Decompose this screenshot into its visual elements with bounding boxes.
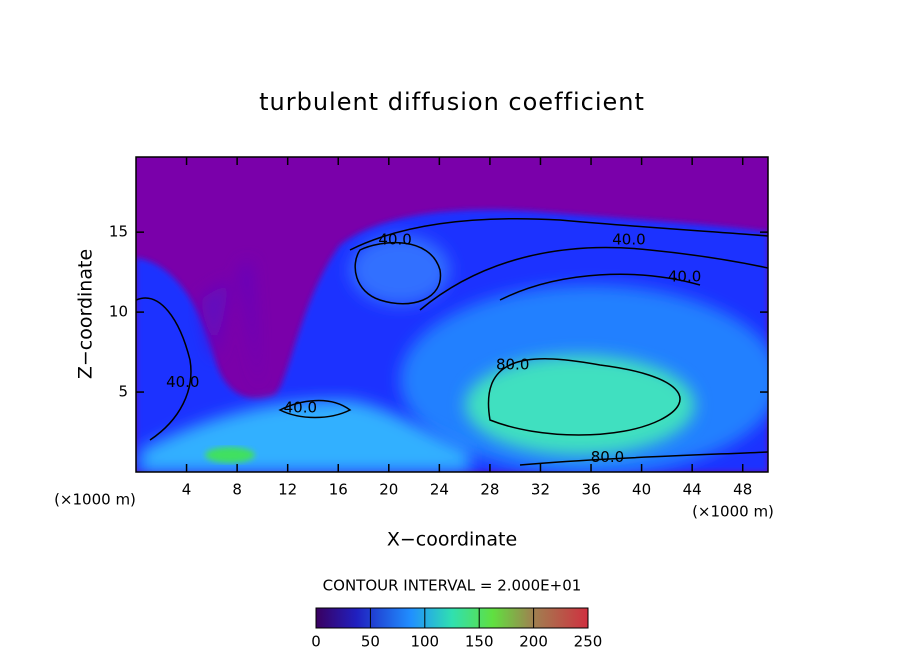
x-tick-label: 28 bbox=[480, 481, 499, 499]
colorbar-tick-label: 200 bbox=[519, 633, 548, 651]
contour-label: 40.0 bbox=[668, 267, 701, 285]
chart-title: turbulent diffusion coefficient bbox=[259, 88, 645, 116]
x-tick-label: 48 bbox=[733, 481, 752, 499]
field bbox=[136, 157, 768, 472]
contour-label: 40.0 bbox=[284, 399, 317, 417]
x-axis-label: X−coordinate bbox=[387, 529, 517, 551]
x-tick-label: 8 bbox=[232, 481, 242, 499]
y-tick-label: 5 bbox=[118, 383, 128, 401]
colorbar bbox=[315, 607, 589, 629]
colorbar-tick-label: 50 bbox=[361, 633, 380, 651]
contour-interval: CONTOUR INTERVAL = 2.000E+01 bbox=[323, 577, 582, 595]
x-unit-label: (×1000 m) bbox=[54, 491, 136, 509]
colorbar-tick-label: 150 bbox=[465, 633, 494, 651]
x-tick-label: 40 bbox=[632, 481, 651, 499]
contour-label: 80.0 bbox=[591, 448, 624, 466]
contour-label: 80.0 bbox=[496, 355, 529, 373]
x-tick-label: 24 bbox=[430, 481, 449, 499]
y-tick-label: 15 bbox=[109, 223, 128, 241]
x-tick-label: 20 bbox=[379, 481, 398, 499]
x-unit-label: (×1000 m) bbox=[692, 503, 774, 521]
y-tick-label: 10 bbox=[109, 303, 128, 321]
colorbar-tick-label: 100 bbox=[410, 633, 439, 651]
x-tick-label: 16 bbox=[329, 481, 348, 499]
x-tick-label: 36 bbox=[581, 481, 600, 499]
plot-frame bbox=[135, 156, 769, 473]
y-axis-label: Z−coordinate bbox=[75, 249, 97, 379]
contour-label: 40.0 bbox=[166, 373, 199, 391]
x-tick-label: 32 bbox=[531, 481, 550, 499]
colorbar-tick-label: 250 bbox=[574, 633, 603, 651]
colorbar-tick-label: 0 bbox=[311, 633, 321, 651]
contour-label: 40.0 bbox=[612, 231, 645, 249]
x-tick-label: 12 bbox=[278, 481, 297, 499]
x-tick-label: 44 bbox=[683, 481, 702, 499]
x-tick-label: 4 bbox=[182, 481, 192, 499]
contour-label: 40.0 bbox=[378, 231, 411, 249]
